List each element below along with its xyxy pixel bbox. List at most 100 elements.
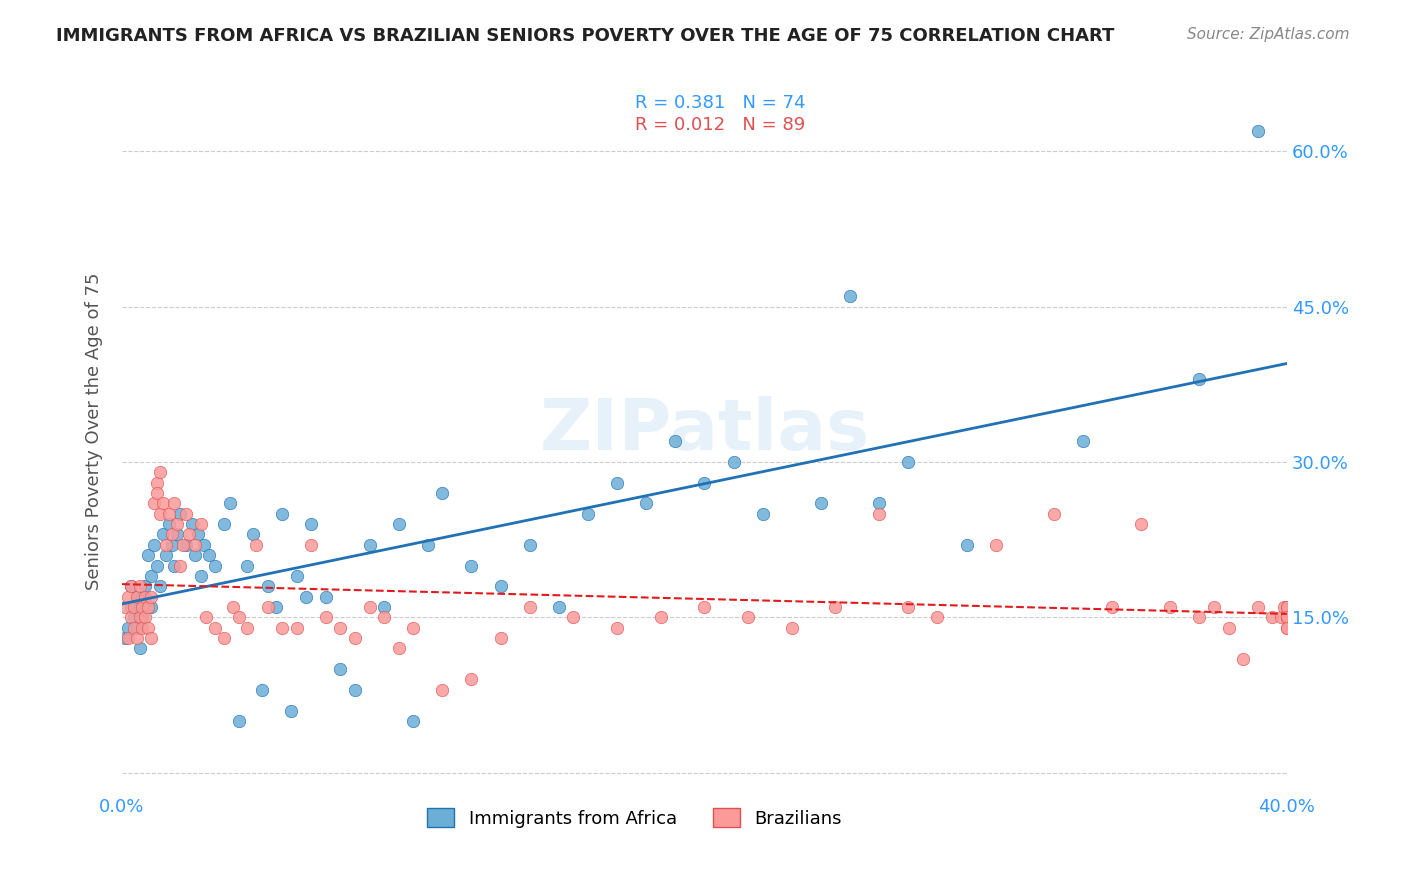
Point [157, 517, 180, 532]
Point [143, 538, 166, 552]
Point [190, 569, 212, 583]
Text: IMMIGRANTS FROM AFRICA VS BRAZILIAN SENIORS POVERTY OVER THE AGE OF 75 CORRELATI: IMMIGRANTS FROM AFRICA VS BRAZILIAN SENI… [56, 27, 1115, 45]
Point [141, 569, 163, 583]
Point [160, 527, 183, 541]
Point [868, 507, 890, 521]
Point [184, 538, 207, 552]
Point [955, 538, 977, 552]
Point [315, 590, 337, 604]
Point [141, 590, 163, 604]
Point [489, 631, 512, 645]
Text: R = 0.012   N = 89: R = 0.012 N = 89 [634, 116, 804, 134]
Point [315, 610, 337, 624]
Point [131, 621, 153, 635]
Point [343, 682, 366, 697]
Point [1188, 372, 1211, 386]
Point [751, 507, 773, 521]
Point [174, 538, 197, 552]
Point [266, 599, 288, 614]
Point [664, 434, 686, 449]
Point [489, 579, 512, 593]
Point [256, 599, 278, 614]
Point [125, 590, 148, 604]
Point [212, 631, 235, 645]
Point [606, 621, 628, 635]
Point [122, 610, 145, 624]
Point [117, 631, 139, 645]
Point [228, 714, 250, 728]
Point [824, 599, 846, 614]
Point [1159, 599, 1181, 614]
Point [204, 621, 226, 635]
Point [134, 579, 156, 593]
Point [1247, 599, 1270, 614]
Point [1043, 507, 1066, 521]
Point [329, 662, 352, 676]
Point [163, 496, 186, 510]
Point [416, 538, 439, 552]
Point [166, 517, 188, 532]
Point [1275, 610, 1298, 624]
Point [136, 621, 159, 635]
Y-axis label: Seniors Poverty Over the Age of 75: Seniors Poverty Over the Age of 75 [86, 272, 103, 590]
Point [149, 466, 172, 480]
Point [146, 558, 169, 573]
Point [146, 486, 169, 500]
Point [222, 599, 245, 614]
Point [1272, 599, 1295, 614]
Point [169, 558, 191, 573]
Point [193, 538, 215, 552]
Point [897, 599, 920, 614]
Point [432, 486, 454, 500]
Point [184, 548, 207, 562]
Point [1275, 610, 1298, 624]
Point [519, 599, 541, 614]
Point [1275, 599, 1298, 614]
Point [693, 599, 716, 614]
Point [122, 621, 145, 635]
Point [157, 507, 180, 521]
Point [1275, 621, 1298, 635]
Point [155, 538, 177, 552]
Point [897, 455, 920, 469]
Point [117, 590, 139, 604]
Point [388, 641, 411, 656]
Point [155, 548, 177, 562]
Point [271, 621, 294, 635]
Point [359, 538, 381, 552]
Point [373, 610, 395, 624]
Point [285, 621, 308, 635]
Point [432, 682, 454, 697]
Point [152, 496, 174, 510]
Point [136, 599, 159, 614]
Point [329, 621, 352, 635]
Point [218, 496, 240, 510]
Point [1130, 517, 1153, 532]
Point [149, 579, 172, 593]
Point [285, 569, 308, 583]
Legend: Immigrants from Africa, Brazilians: Immigrants from Africa, Brazilians [420, 801, 849, 835]
Point [1247, 123, 1270, 137]
Point [236, 621, 259, 635]
Point [190, 517, 212, 532]
Point [128, 579, 150, 593]
Point [280, 704, 302, 718]
Point [120, 599, 142, 614]
Point [299, 538, 322, 552]
Point [120, 610, 142, 624]
Point [125, 590, 148, 604]
Point [198, 548, 221, 562]
Point [114, 631, 136, 645]
Point [166, 527, 188, 541]
Point [134, 610, 156, 624]
Point [149, 507, 172, 521]
Point [1275, 610, 1298, 624]
Point [1071, 434, 1094, 449]
Point [271, 507, 294, 521]
Point [1101, 599, 1123, 614]
Point [236, 558, 259, 573]
Point [136, 548, 159, 562]
Point [169, 507, 191, 521]
Point [212, 517, 235, 532]
Point [141, 599, 163, 614]
